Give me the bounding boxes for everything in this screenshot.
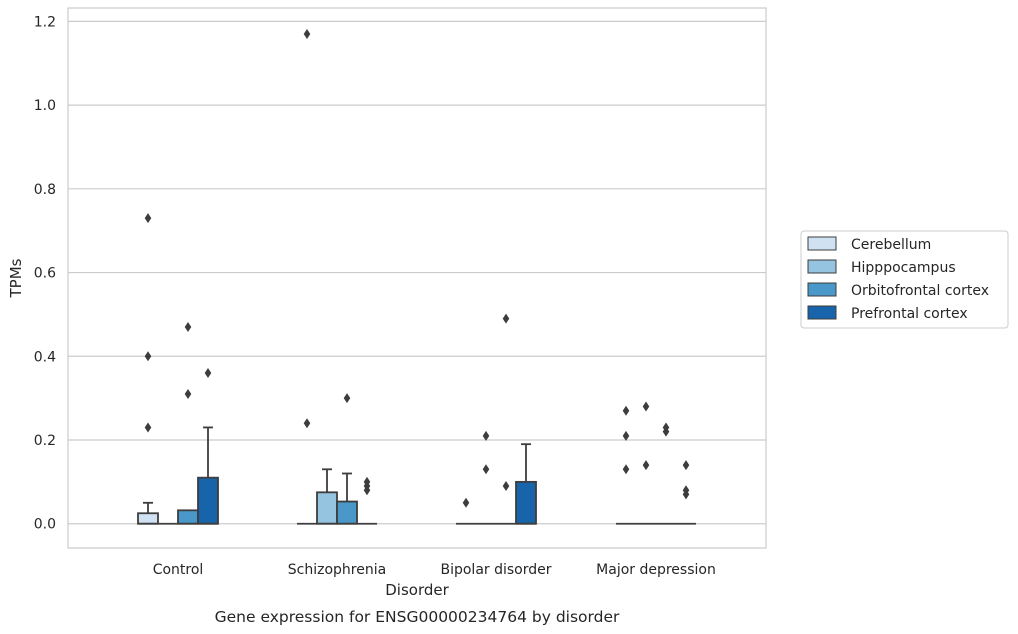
x-axis-label: Disorder: [385, 581, 449, 599]
outlier-point: [642, 460, 650, 471]
box-group: [656, 422, 676, 525]
y-tick-label: 0.2: [34, 433, 56, 449]
box: [515, 480, 537, 525]
outlier-point: [303, 28, 311, 39]
box: [197, 476, 219, 525]
outlier-point: [642, 401, 650, 412]
plot-area-frame: [67, 7, 767, 549]
x-tick-label: Major depression: [596, 562, 716, 578]
outlier-point: [662, 422, 670, 433]
outlier-point: [343, 393, 351, 404]
y-tick-label: 1.0: [34, 98, 56, 114]
y-tick-labels: 0.0 0.2 0.4 0.6 0.8 1.0 1.2: [34, 14, 56, 532]
outlier-point: [184, 388, 192, 399]
box-group: [476, 430, 496, 525]
outlier-point: [303, 418, 311, 429]
box-group: [336, 393, 358, 525]
legend-label: Hipppocampus: [851, 260, 956, 276]
box: [336, 500, 358, 525]
outlier-point: [144, 422, 152, 433]
x-tick-label: Bipolar disorder: [440, 562, 551, 578]
y-tick-label: 0.0: [34, 517, 56, 533]
legend-label: Cerebellum: [851, 237, 931, 253]
box-group: [515, 443, 537, 525]
box-group: [177, 321, 199, 525]
legend-swatch: [807, 282, 837, 297]
marks-layer: [137, 28, 696, 525]
outlier-point: [682, 485, 690, 496]
legend-swatch: [807, 259, 837, 274]
box-group: [297, 28, 317, 525]
outlier-point: [144, 351, 152, 362]
x-tick-label: Control: [153, 562, 204, 578]
y-tick-label: 0.4: [34, 349, 56, 365]
box-group: [456, 497, 476, 525]
outlier-point: [462, 497, 470, 508]
legend-label: Prefrontal cortex: [851, 306, 968, 322]
box-group: [636, 401, 656, 525]
outlier-point: [482, 464, 490, 475]
outlier-point: [502, 313, 510, 324]
box: [137, 512, 159, 525]
y-tick-label: 0.6: [34, 266, 56, 282]
y-axis-label: TPMs: [7, 258, 25, 298]
box-group: [197, 368, 219, 525]
box: [177, 509, 199, 525]
box-group: [316, 468, 338, 525]
outlier-point: [184, 321, 192, 332]
outlier-point: [204, 368, 212, 379]
outlier-point: [144, 213, 152, 224]
box-group: [616, 405, 636, 525]
box-group: [496, 313, 516, 525]
box-group: [357, 476, 377, 525]
x-tick-labels: Control Schizophrenia Bipolar disorder Majo…: [153, 562, 716, 578]
outlier-point: [363, 476, 371, 487]
outlier-point: [682, 460, 690, 471]
legend-swatch: [807, 305, 837, 320]
legend-items: Cerebellum Hipppocampus Orbitofrontal cort…: [807, 236, 989, 322]
outlier-point: [622, 430, 630, 441]
y-tick-label: 0.8: [34, 182, 56, 198]
legend: Cerebellum Hipppocampus Orbitofrontal cort…: [800, 230, 1009, 329]
chart-caption: Gene expression for ENSG00000234764 by d…: [215, 608, 620, 626]
x-tick-label: Schizophrenia: [288, 562, 386, 578]
legend-label: Orbitofrontal cortex: [851, 283, 989, 299]
legend-swatch: [807, 236, 837, 251]
outlier-point: [502, 481, 510, 492]
grid-layer: [68, 20, 766, 525]
box-group: [137, 213, 159, 525]
box-group: [676, 460, 696, 525]
outlier-point: [622, 405, 630, 416]
legend-frame: [800, 230, 1009, 329]
outlier-point: [622, 464, 630, 475]
y-tick-label: 1.2: [34, 14, 56, 30]
box: [316, 491, 338, 525]
outlier-point: [482, 430, 490, 441]
